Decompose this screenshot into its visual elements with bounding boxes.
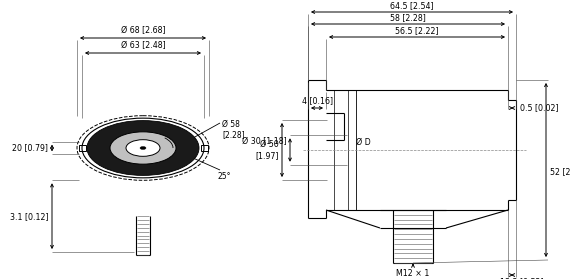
Text: 4 [0.16]: 4 [0.16]: [302, 96, 332, 105]
Text: 25°: 25°: [218, 172, 231, 181]
Text: Ø 58
[2.28]: Ø 58 [2.28]: [222, 120, 245, 140]
Text: 20 [0.79]: 20 [0.79]: [12, 143, 48, 153]
Text: Ø 50
[1.97]: Ø 50 [1.97]: [255, 140, 279, 160]
Text: M12 × 1: M12 × 1: [396, 269, 430, 278]
Bar: [201, 145, 207, 151]
Text: Ø 68 [2.68]: Ø 68 [2.68]: [121, 26, 165, 35]
Text: 13.3 [0.52]: 13.3 [0.52]: [500, 277, 544, 279]
Ellipse shape: [140, 146, 146, 150]
Text: Ø 30 [1.18]: Ø 30 [1.18]: [242, 138, 287, 146]
Text: 0.5 [0.02]: 0.5 [0.02]: [520, 104, 559, 112]
Text: 64.5 [2.54]: 64.5 [2.54]: [390, 1, 434, 10]
Bar: [79, 145, 86, 151]
Text: 56.5 [2.22]: 56.5 [2.22]: [395, 26, 439, 35]
Text: Ø 63 [2.48]: Ø 63 [2.48]: [121, 41, 165, 50]
Text: Ø D: Ø D: [356, 138, 370, 146]
Ellipse shape: [126, 140, 160, 156]
Text: 58 [2.28]: 58 [2.28]: [390, 13, 426, 22]
Text: 3.1 [0.12]: 3.1 [0.12]: [10, 212, 48, 221]
Text: 52 [2.05]: 52 [2.05]: [550, 167, 570, 176]
Ellipse shape: [87, 121, 199, 175]
Ellipse shape: [110, 132, 176, 164]
